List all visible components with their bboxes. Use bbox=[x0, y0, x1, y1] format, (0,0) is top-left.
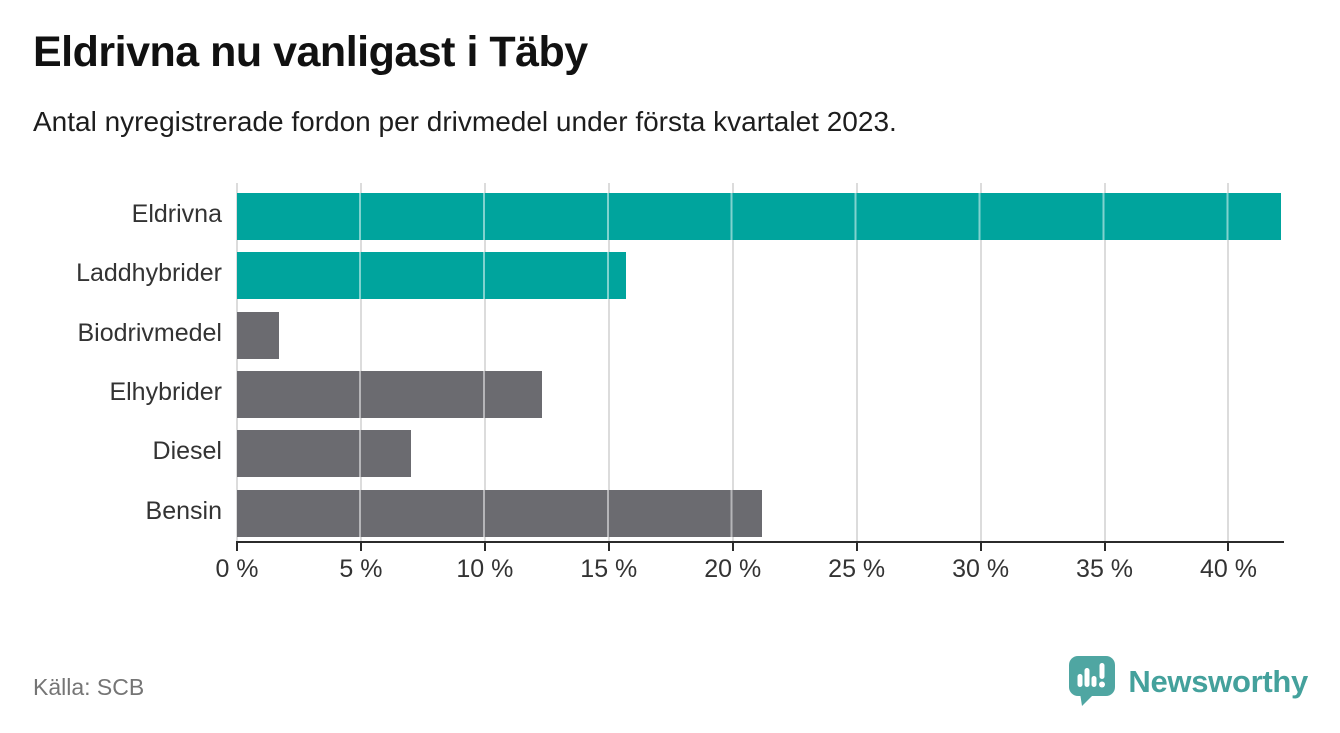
x-axis-tick bbox=[979, 541, 982, 551]
x-axis-tick bbox=[359, 541, 362, 551]
newsworthy-logo-text: Newsworthy bbox=[1128, 663, 1308, 699]
bar-row: Diesel bbox=[153, 422, 1283, 481]
x-axis-tick-label: 40 % bbox=[1199, 555, 1257, 583]
page-subtitle: Antal nyregistrerade fordon per drivmede… bbox=[33, 106, 897, 137]
x-axis-tick-label: 5 % bbox=[339, 555, 383, 583]
gridline bbox=[607, 183, 610, 541]
x-axis-tick bbox=[236, 541, 238, 551]
x-axis-tick-label: 10 % bbox=[456, 555, 514, 583]
bar-bensin[interactable] bbox=[237, 489, 763, 537]
newsworthy-logo[interactable]: Newsworthy bbox=[1068, 655, 1308, 708]
x-axis-tick bbox=[1227, 541, 1230, 551]
x-axis-tick-label: 20 % bbox=[704, 555, 762, 583]
x-axis-tick bbox=[1103, 541, 1106, 551]
gridline bbox=[236, 183, 238, 541]
bar-eldrivna[interactable] bbox=[237, 193, 1281, 240]
x-axis-line bbox=[236, 541, 1284, 543]
gridline bbox=[1103, 183, 1106, 541]
bar-laddhybrider[interactable] bbox=[237, 252, 627, 300]
x-axis-tick-label: 25 % bbox=[828, 555, 886, 583]
gridline bbox=[359, 183, 362, 541]
bar-row: Biodrivmedel bbox=[77, 304, 1283, 363]
bar-row: Bensin bbox=[146, 482, 1283, 541]
x-axis-tick-label: 0 % bbox=[215, 555, 259, 583]
bar-row: Laddhybrider bbox=[76, 244, 1283, 303]
x-axis-tick bbox=[731, 541, 734, 551]
category-label: Eldrivna bbox=[131, 200, 222, 229]
category-label: Laddhybrider bbox=[76, 259, 222, 288]
x-axis-tick-label: 35 % bbox=[1076, 555, 1134, 583]
source-note: Källa: SCB bbox=[33, 674, 145, 700]
gridline bbox=[855, 183, 858, 541]
bar-biodrivmedel[interactable] bbox=[237, 311, 280, 359]
bar-row: Eldrivna bbox=[132, 185, 1283, 244]
x-axis-tick-label: 15 % bbox=[580, 555, 638, 583]
bar-elhybrider[interactable] bbox=[237, 371, 542, 418]
x-axis-tick-label: 30 % bbox=[952, 555, 1010, 583]
plot-area: Eldrivna Laddhybrider Biodrivmedel Elhybrid… bbox=[76, 183, 1283, 541]
gridline bbox=[483, 183, 486, 541]
gridline bbox=[979, 183, 982, 541]
category-label: Elhybrider bbox=[109, 378, 222, 407]
category-label: Biodrivmedel bbox=[77, 318, 222, 347]
category-label: Bensin bbox=[145, 496, 222, 525]
x-axis-tick bbox=[855, 541, 858, 551]
page-title: Eldrivna nu vanligast i Täby bbox=[33, 28, 588, 76]
bar-diesel[interactable] bbox=[237, 430, 411, 478]
gridline bbox=[731, 183, 734, 541]
x-axis-tick bbox=[483, 541, 486, 551]
newsworthy-logo-icon bbox=[1068, 655, 1116, 708]
bar-row: Elhybrider bbox=[109, 363, 1283, 422]
category-label: Diesel bbox=[152, 437, 222, 466]
gridline bbox=[1227, 183, 1230, 541]
x-axis-tick bbox=[607, 541, 610, 551]
